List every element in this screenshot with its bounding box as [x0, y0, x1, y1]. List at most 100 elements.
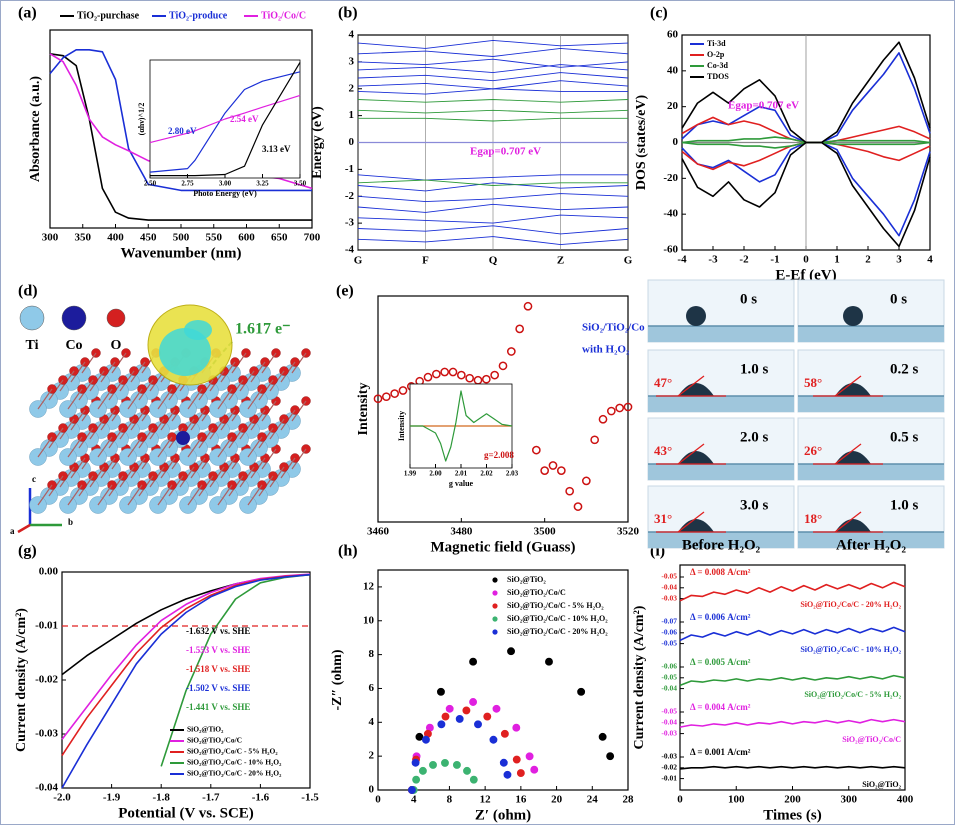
bond — [157, 484, 173, 506]
series-line — [49, 49, 312, 192]
substrate — [648, 532, 794, 548]
data-point — [565, 486, 575, 496]
x-tick-label: 3.50 — [294, 180, 307, 188]
x-tick-label: -1.6 — [252, 792, 270, 804]
y-tick-label: 0.00 — [39, 566, 59, 578]
series-line — [149, 71, 301, 173]
droplet — [835, 519, 871, 532]
x-tick-label: -4 — [677, 254, 687, 266]
legend-label: O-2p — [707, 50, 725, 59]
band-line — [357, 174, 628, 181]
data-point — [437, 720, 446, 729]
droplet — [686, 306, 706, 326]
data-point — [515, 324, 525, 334]
x-tick-label: 2.00 — [429, 470, 442, 478]
y-tick-label: -0.01 — [35, 620, 58, 632]
annotation: 2.54 eV — [230, 114, 259, 124]
data-point — [440, 367, 450, 377]
data-point — [523, 301, 533, 311]
y-axis-label: Intensity — [397, 411, 406, 441]
y-tick-label: 0 — [369, 784, 375, 796]
x-tick-label: 3 — [896, 254, 902, 266]
annotation: g=2.008 — [484, 450, 514, 460]
data-point — [381, 392, 391, 402]
data-point — [503, 770, 512, 779]
x-tick-label: Q — [489, 255, 498, 267]
bond — [247, 484, 263, 506]
series-label: SiO₂@TiO₂/Co/C - 5% H₂O₂ — [804, 690, 901, 699]
droplet — [678, 519, 714, 532]
y-axis-label: Energy (eV) — [310, 106, 325, 179]
angle-line — [834, 511, 862, 533]
data-point — [498, 361, 508, 371]
plot-frame — [377, 569, 629, 791]
data-point — [598, 732, 607, 741]
time-label: 0 s — [740, 291, 757, 307]
chart-panel: (c) -4 -3 -2 -1 0 1 2 3 4 -60 -40 -20 0 20 40 60 E-Ef (eV… — [634, 5, 933, 284]
bond — [67, 484, 83, 506]
element-label: Ti — [26, 338, 39, 353]
x-tick-label: -3 — [708, 254, 718, 266]
x-tick-label: -1.7 — [202, 792, 220, 804]
y-tick-label: -1 — [345, 163, 354, 175]
x-axis-label: Times (s) — [763, 807, 821, 823]
annotation: -1.441 V vs. SHE — [186, 702, 250, 712]
series-line — [49, 53, 312, 221]
legend-marker — [492, 629, 498, 635]
x-axis-label: E-Ef (eV) — [775, 267, 836, 283]
x-tick-label: 2.03 — [506, 470, 519, 478]
x-tick-label: 2.02 — [480, 470, 493, 478]
data-point — [623, 402, 633, 412]
data-point — [615, 403, 625, 413]
band-line — [357, 179, 628, 186]
legend-marker — [492, 616, 498, 622]
y-tick-label: 40 — [667, 64, 679, 76]
x-tick-label: -2.0 — [53, 792, 71, 804]
data-point — [545, 657, 553, 666]
x-tick-label: 550 — [206, 232, 223, 244]
band-line — [357, 72, 629, 82]
x-tick-label: -1.5 — [301, 792, 319, 804]
annotation: 2.80 eV — [168, 126, 197, 136]
droplet — [835, 383, 871, 396]
legend-label: SiO₂@TiO₂/Co/C - 20% H₂O₂ — [507, 627, 608, 636]
data-point — [436, 687, 445, 696]
band-line — [357, 193, 629, 203]
band-line — [357, 99, 629, 103]
series-line — [679, 581, 906, 602]
x-tick-label: 0 — [375, 794, 381, 806]
annotation: Egap=0.707 eV — [470, 146, 541, 158]
y-axis-label: (αhν)^1/2 — [137, 103, 146, 136]
x-axis-label: Photo Energy (eV) — [193, 189, 257, 198]
x-tick-label: 4 — [411, 794, 417, 806]
legend-label: TiO₂/Co/C — [261, 10, 306, 21]
x-tick-label: G — [354, 255, 363, 267]
bond — [127, 436, 143, 458]
data-point — [469, 698, 478, 706]
bond — [37, 436, 53, 458]
annotation: 3.13 eV — [262, 144, 291, 154]
bond — [67, 436, 83, 458]
bond — [127, 388, 143, 410]
y-axis-label: Current density (A/cm²) — [632, 605, 647, 749]
x-axis-label: Wavenumber (nm) — [121, 245, 242, 261]
bond — [157, 436, 173, 458]
chart-panel: 2.50 2.75 3.00 3.25 3.50 Photo Energy (eV) (αh… — [137, 59, 307, 198]
time-label: 1.0 s — [890, 497, 919, 513]
legend-label: TiO₂-purchase — [77, 10, 140, 21]
data-point — [525, 752, 534, 761]
substrate — [648, 464, 794, 480]
x-tick-label: 350 — [75, 232, 92, 244]
y-tick-label: 20 — [667, 100, 679, 112]
data-point — [481, 374, 491, 384]
data-point — [606, 406, 616, 416]
y-axis-label: -Z″ (ohm) — [330, 649, 345, 710]
x-tick-label: 400 — [897, 794, 914, 806]
angle-line — [677, 511, 705, 533]
delta-label: Δ = 0.004 A/cm² — [690, 702, 751, 712]
y-tick-label: -0.02 — [35, 674, 58, 686]
y-tick-label: -0.05 — [661, 572, 677, 581]
data-point — [448, 367, 458, 377]
annotation: -1.632 V vs. SHE — [186, 626, 250, 636]
band-line — [357, 58, 629, 68]
